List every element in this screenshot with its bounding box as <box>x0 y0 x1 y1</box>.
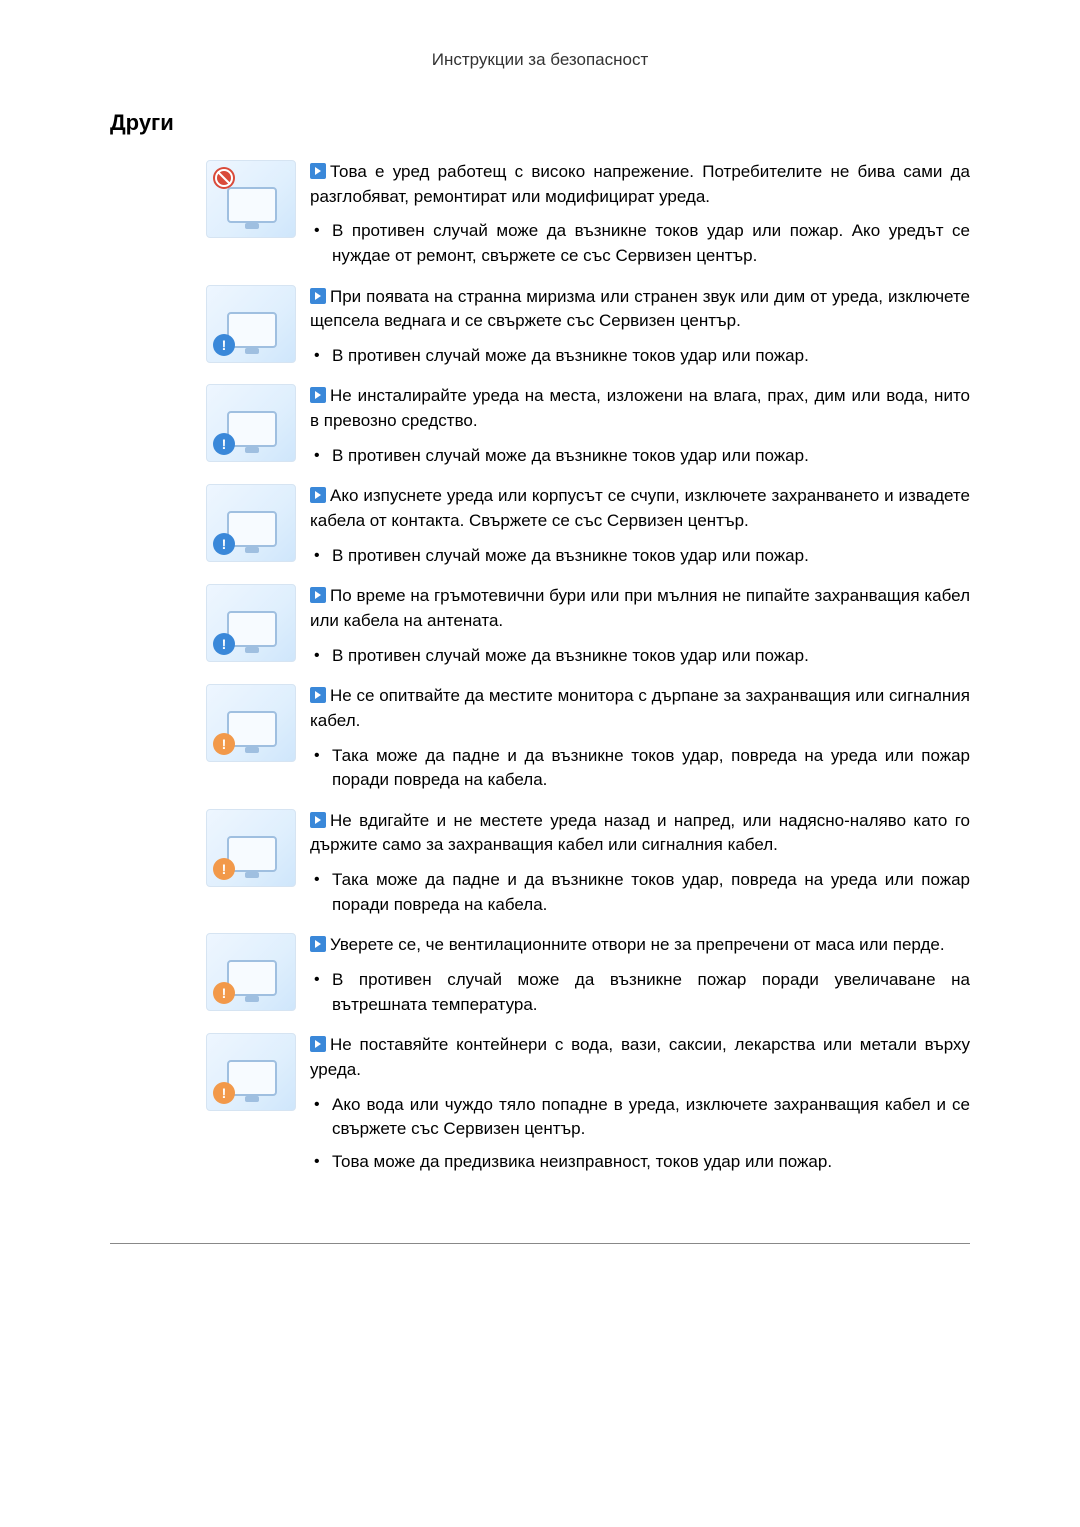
safety-item-body: Това е уред работещ с високо напрежение.… <box>310 160 970 277</box>
footer-rule <box>110 1243 970 1244</box>
caution-icon <box>213 982 235 1004</box>
safety-lead-text: При появата на странна миризма или стран… <box>310 285 970 334</box>
safety-item-body: Уверете се, че вентилационните отвори не… <box>310 933 970 1025</box>
mandatory-icon <box>213 334 235 356</box>
safety-illustration <box>206 1033 296 1111</box>
safety-item-body: Не се опитвайте да местите монитора с дъ… <box>310 684 970 801</box>
safety-sub-list: В противен случай може да възникне токов… <box>310 444 970 469</box>
safety-lead-text: Това е уред работещ с високо напрежение.… <box>310 160 970 209</box>
safety-sub-list: Така може да падне и да възникне токов у… <box>310 744 970 793</box>
safety-item: По време на гръмотевични бури или при мъ… <box>206 584 970 676</box>
safety-illustration <box>206 684 296 762</box>
safety-item: Не поставяйте контейнери с вода, вази, с… <box>206 1033 970 1182</box>
safety-lead-label: Не се опитвайте да местите монитора с дъ… <box>310 686 970 730</box>
mandatory-icon <box>213 633 235 655</box>
safety-sub-item: В противен случай може да възникне токов… <box>332 344 970 369</box>
safety-item: Не инсталирайте уреда на места, изложени… <box>206 384 970 476</box>
bullet-arrow-icon <box>310 1036 326 1052</box>
bullet-arrow-icon <box>310 936 326 952</box>
safety-item-body: Ако изпуснете уреда или корпусът се счуп… <box>310 484 970 576</box>
page: Инструкции за безопасност Други Това е у… <box>0 0 1080 1304</box>
safety-illustration <box>206 809 296 887</box>
safety-sub-list: В противен случай може да възникне токов… <box>310 344 970 369</box>
safety-item: Ако изпуснете уреда или корпусът се счуп… <box>206 484 970 576</box>
safety-lead-label: Уверете се, че вентилационните отвори не… <box>330 935 945 954</box>
caution-icon <box>213 733 235 755</box>
safety-lead-text: По време на гръмотевични бури или при мъ… <box>310 584 970 633</box>
safety-lead-text: Не поставяйте контейнери с вода, вази, с… <box>310 1033 970 1082</box>
safety-lead-text: Не се опитвайте да местите монитора с дъ… <box>310 684 970 733</box>
safety-sub-item: Така може да падне и да възникне токов у… <box>332 868 970 917</box>
safety-sub-list: В противен случай може да възникне пожар… <box>310 968 970 1017</box>
safety-sub-list: Ако вода или чуждо тяло попадне в уреда,… <box>310 1093 970 1175</box>
safety-sub-list: В противен случай може да възникне токов… <box>310 644 970 669</box>
safety-sub-list: В противен случай може да възникне токов… <box>310 544 970 569</box>
safety-lead-text: Не вдигайте и не местете уреда назад и н… <box>310 809 970 858</box>
safety-item-body: По време на гръмотевични бури или при мъ… <box>310 584 970 676</box>
safety-illustration <box>206 160 296 238</box>
safety-lead-text: Уверете се, че вентилационните отвори не… <box>310 933 970 958</box>
safety-illustration <box>206 285 296 363</box>
safety-sub-item: Това може да предизвика неизправност, то… <box>332 1150 970 1175</box>
bullet-arrow-icon <box>310 687 326 703</box>
section-title: Други <box>110 110 970 136</box>
safety-sub-item: Ако вода или чуждо тяло попадне в уреда,… <box>332 1093 970 1142</box>
safety-item-list: Това е уред работещ с високо напрежение.… <box>206 160 970 1183</box>
safety-item: Не се опитвайте да местите монитора с дъ… <box>206 684 970 801</box>
safety-item-body: Не поставяйте контейнери с вода, вази, с… <box>310 1033 970 1182</box>
safety-sub-item: В противен случай може да възникне токов… <box>332 219 970 268</box>
bullet-arrow-icon <box>310 387 326 403</box>
safety-sub-item: В противен случай може да възникне пожар… <box>332 968 970 1017</box>
bullet-arrow-icon <box>310 587 326 603</box>
safety-item-body: Не инсталирайте уреда на места, изложени… <box>310 384 970 476</box>
mandatory-icon <box>213 533 235 555</box>
mandatory-icon <box>213 433 235 455</box>
safety-lead-label: Това е уред работещ с високо напрежение.… <box>310 162 970 206</box>
safety-sub-item: В противен случай може да възникне токов… <box>332 644 970 669</box>
safety-sub-item: В противен случай може да възникне токов… <box>332 444 970 469</box>
safety-illustration <box>206 384 296 462</box>
safety-item: Това е уред работещ с високо напрежение.… <box>206 160 970 277</box>
safety-item-body: Не вдигайте и не местете уреда назад и н… <box>310 809 970 926</box>
bullet-arrow-icon <box>310 812 326 828</box>
safety-lead-label: Ако изпуснете уреда или корпусът се счуп… <box>310 486 970 530</box>
safety-lead-label: Не вдигайте и не местете уреда назад и н… <box>310 811 970 855</box>
safety-illustration <box>206 933 296 1011</box>
safety-lead-label: Не поставяйте контейнери с вода, вази, с… <box>310 1035 970 1079</box>
safety-item: При появата на странна миризма или стран… <box>206 285 970 377</box>
safety-lead-text: Ако изпуснете уреда или корпусът се счуп… <box>310 484 970 533</box>
bullet-arrow-icon <box>310 163 326 179</box>
safety-sub-item: Така може да падне и да възникне токов у… <box>332 744 970 793</box>
safety-lead-text: Не инсталирайте уреда на места, изложени… <box>310 384 970 433</box>
safety-lead-label: По време на гръмотевични бури или при мъ… <box>310 586 970 630</box>
page-header: Инструкции за безопасност <box>110 50 970 70</box>
safety-item: Уверете се, че вентилационните отвори не… <box>206 933 970 1025</box>
safety-sub-list: В противен случай може да възникне токов… <box>310 219 970 268</box>
safety-sub-item: В противен случай може да възникне токов… <box>332 544 970 569</box>
safety-lead-label: Не инсталирайте уреда на места, изложени… <box>310 386 970 430</box>
caution-icon <box>213 858 235 880</box>
safety-sub-list: Така може да падне и да възникне токов у… <box>310 868 970 917</box>
prohibit-icon <box>213 167 235 189</box>
bullet-arrow-icon <box>310 487 326 503</box>
safety-illustration <box>206 584 296 662</box>
bullet-arrow-icon <box>310 288 326 304</box>
safety-item-body: При появата на странна миризма или стран… <box>310 285 970 377</box>
safety-item: Не вдигайте и не местете уреда назад и н… <box>206 809 970 926</box>
safety-illustration <box>206 484 296 562</box>
safety-lead-label: При появата на странна миризма или стран… <box>310 287 970 331</box>
caution-icon <box>213 1082 235 1104</box>
